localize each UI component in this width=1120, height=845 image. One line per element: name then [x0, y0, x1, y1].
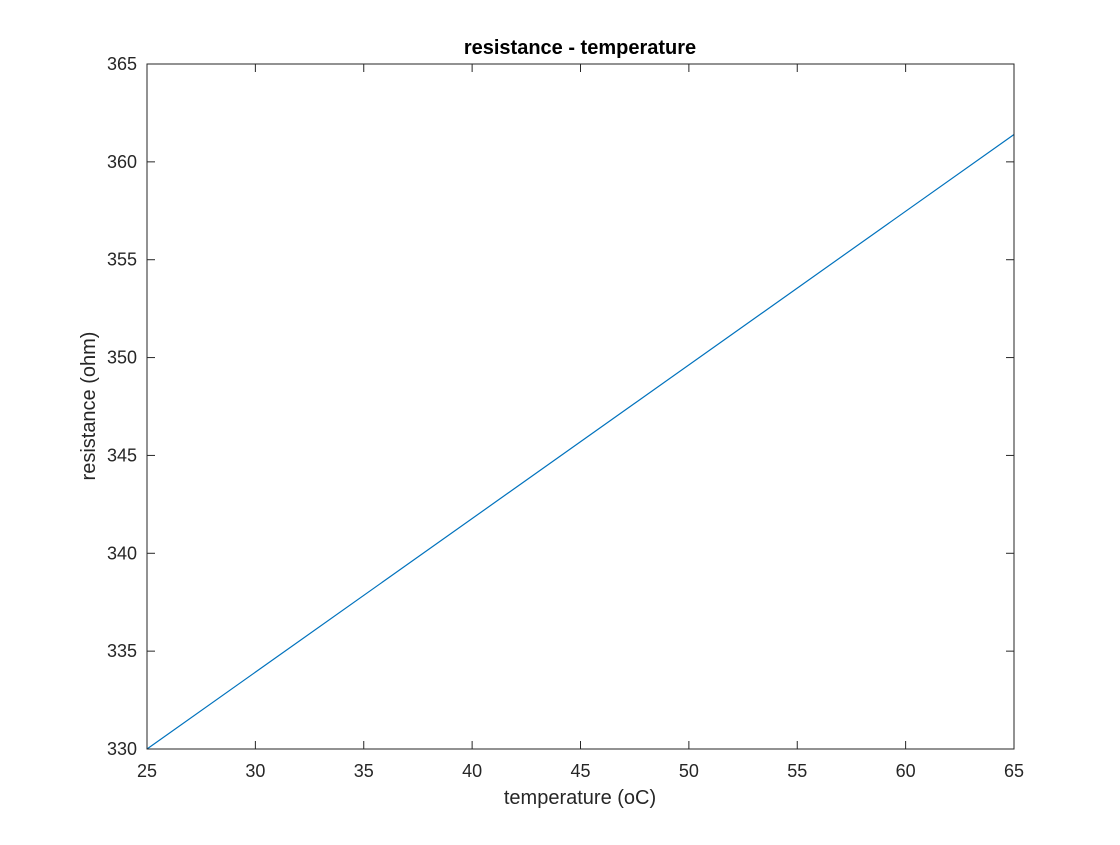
y-tick-label: 350 [107, 348, 137, 368]
x-tick-label: 60 [896, 761, 916, 781]
x-ticks: 25 30 35 40 45 50 55 60 65 [137, 64, 1024, 781]
y-tick-label: 340 [107, 543, 137, 563]
x-tick-label: 35 [354, 761, 374, 781]
x-axis-label: temperature (oC) [504, 787, 656, 809]
y-axis-label: resistance (ohm) [78, 332, 100, 481]
y-tick-label: 365 [107, 54, 137, 74]
x-tick-label: 65 [1004, 761, 1024, 781]
y-tick-label: 330 [107, 739, 137, 759]
x-tick-label: 25 [137, 761, 157, 781]
x-tick-label: 30 [245, 761, 265, 781]
y-tick-label: 345 [107, 445, 137, 465]
y-ticks: 330 335 340 345 350 355 360 365 [107, 54, 1014, 759]
y-tick-label: 335 [107, 641, 137, 661]
y-tick-label: 355 [107, 250, 137, 270]
y-tick-label: 360 [107, 152, 137, 172]
series-line-1 [146, 133, 1015, 750]
plot-area [147, 64, 1014, 749]
series-layer [146, 133, 1015, 750]
x-tick-label: 45 [570, 761, 590, 781]
x-tick-label: 50 [679, 761, 699, 781]
x-tick-label: 55 [787, 761, 807, 781]
x-tick-label: 40 [462, 761, 482, 781]
chart-title: resistance - temperature [464, 37, 696, 59]
